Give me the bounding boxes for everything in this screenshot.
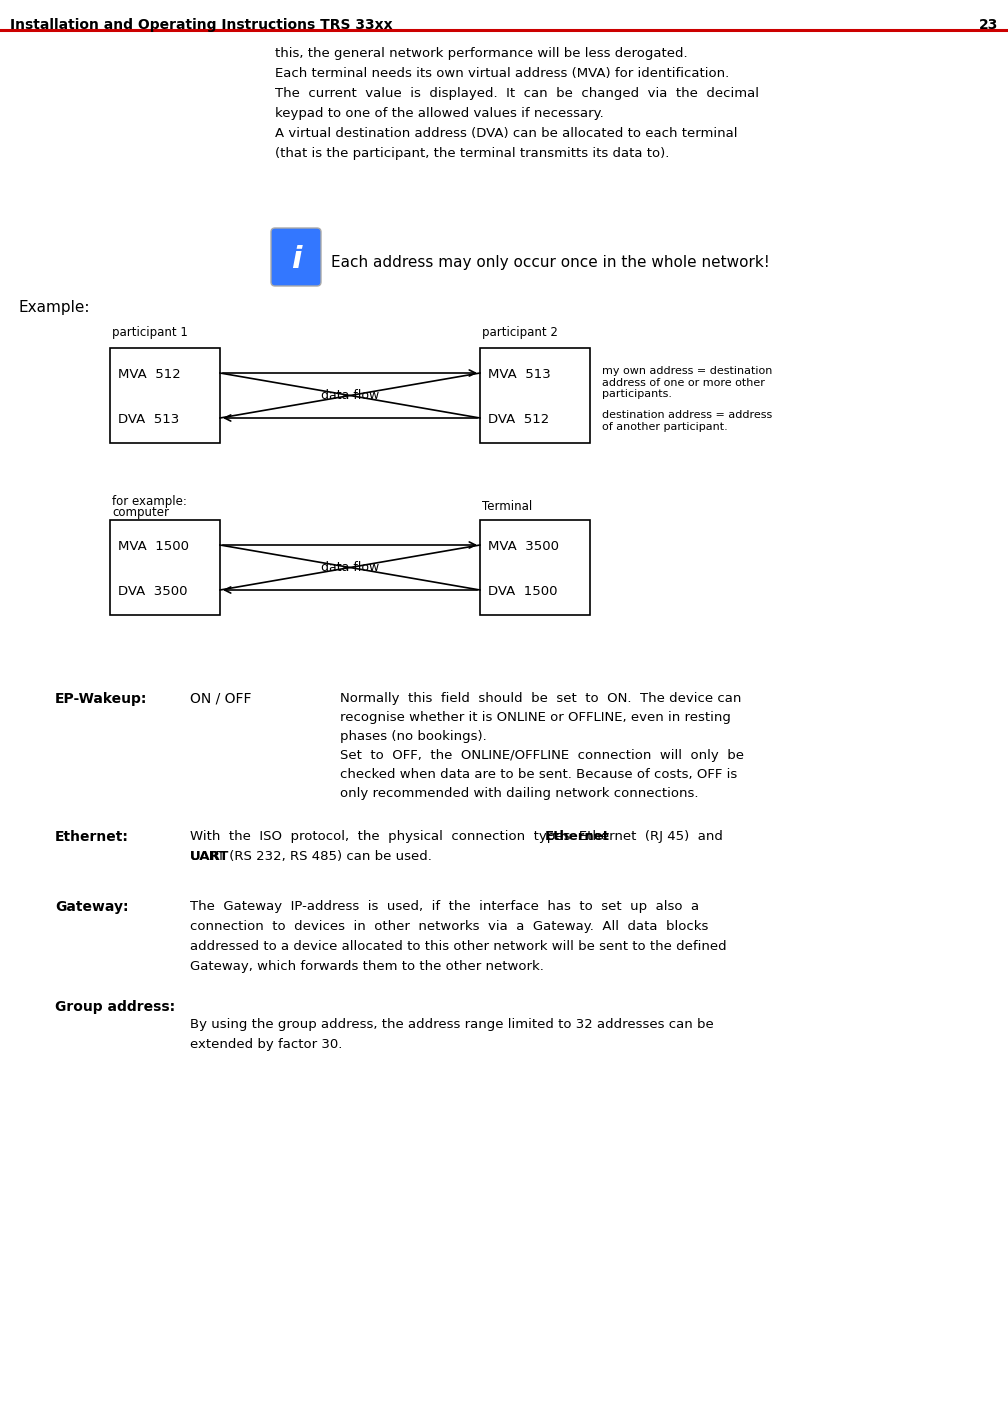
Text: DVA  513: DVA 513: [118, 412, 179, 427]
Text: Gateway, which forwards them to the other network.: Gateway, which forwards them to the othe…: [190, 960, 544, 974]
Text: connection  to  devices  in  other  networks  via  a  Gateway.  All  data  block: connection to devices in other networks …: [190, 920, 709, 933]
Text: participant 1: participant 1: [112, 325, 187, 340]
Text: data flow: data flow: [321, 389, 379, 403]
Text: keypad to one of the allowed values if necessary.: keypad to one of the allowed values if n…: [275, 107, 604, 121]
Text: Ethernet: Ethernet: [545, 831, 610, 843]
Text: my own address = destination
address of one or more other
participants.: my own address = destination address of …: [602, 366, 772, 400]
Text: A virtual destination address (DVA) can be allocated to each terminal: A virtual destination address (DVA) can …: [275, 128, 738, 140]
Text: DVA  512: DVA 512: [488, 412, 549, 427]
Text: Set  to  OFF,  the  ONLINE/OFFLINE  connection  will  only  be: Set to OFF, the ONLINE/OFFLINE connectio…: [340, 749, 744, 762]
Text: i: i: [290, 244, 301, 274]
Text: DVA  3500: DVA 3500: [118, 585, 187, 598]
Text: DVA  1500: DVA 1500: [488, 585, 557, 598]
Text: recognise whether it is ONLINE or OFFLINE, even in resting: recognise whether it is ONLINE or OFFLIN…: [340, 711, 731, 724]
Text: Normally  this  field  should  be  set  to  ON.  The device can: Normally this field should be set to ON.…: [340, 692, 741, 704]
FancyBboxPatch shape: [480, 348, 590, 443]
Text: By using the group address, the address range limited to 32 addresses can be: By using the group address, the address …: [190, 1019, 714, 1031]
Text: Installation and Operating Instructions TRS 33xx: Installation and Operating Instructions …: [10, 18, 393, 32]
Text: for example:: for example:: [112, 495, 186, 508]
Text: (that is the participant, the terminal transmitts its data to).: (that is the participant, the terminal t…: [275, 147, 669, 160]
Text: UART (RS 232, RS 485) can be used.: UART (RS 232, RS 485) can be used.: [190, 850, 431, 863]
FancyBboxPatch shape: [480, 521, 590, 615]
Text: With  the  ISO  protocol,  the  physical  connection  types  Ethernet  (RJ 45)  : With the ISO protocol, the physical conn…: [190, 831, 723, 843]
Text: Ethernet:: Ethernet:: [55, 831, 129, 845]
Text: checked when data are to be sent. Because of costs, OFF is: checked when data are to be sent. Becaus…: [340, 767, 737, 781]
Text: MVA  3500: MVA 3500: [488, 540, 559, 553]
Text: Example:: Example:: [18, 300, 90, 316]
Text: Group address:: Group address:: [55, 1000, 175, 1014]
Text: EP-Wakeup:: EP-Wakeup:: [55, 692, 147, 706]
Text: phases (no bookings).: phases (no bookings).: [340, 730, 487, 744]
Text: 23: 23: [979, 18, 998, 32]
Text: Each terminal needs its own virtual address (MVA) for identification.: Each terminal needs its own virtual addr…: [275, 67, 729, 80]
Text: Gateway:: Gateway:: [55, 899, 128, 913]
Text: this, the general network performance will be less derogated.: this, the general network performance wi…: [275, 46, 687, 60]
Text: computer: computer: [112, 506, 169, 519]
FancyBboxPatch shape: [110, 521, 220, 615]
Text: MVA  513: MVA 513: [488, 368, 550, 382]
Text: UART: UART: [190, 850, 230, 863]
Text: The  current  value  is  displayed.  It  can  be  changed  via  the  decimal: The current value is displayed. It can b…: [275, 87, 759, 100]
Text: Terminal: Terminal: [482, 499, 532, 513]
Text: Each address may only occur once in the whole network!: Each address may only occur once in the …: [331, 254, 770, 269]
Text: extended by factor 30.: extended by factor 30.: [190, 1038, 343, 1051]
Text: MVA  512: MVA 512: [118, 368, 180, 382]
Text: destination address = address
of another participant.: destination address = address of another…: [602, 410, 772, 432]
Text: The  Gateway  IP-address  is  used,  if  the  interface  has  to  set  up  also : The Gateway IP-address is used, if the i…: [190, 899, 700, 913]
Text: participant 2: participant 2: [482, 325, 557, 340]
FancyBboxPatch shape: [271, 229, 321, 286]
Text: addressed to a device allocated to this other network will be sent to the define: addressed to a device allocated to this …: [190, 940, 727, 953]
Text: MVA  1500: MVA 1500: [118, 540, 190, 553]
Text: only recommended with dailing network connections.: only recommended with dailing network co…: [340, 787, 699, 800]
Text: data flow: data flow: [321, 561, 379, 574]
Text: ON / OFF: ON / OFF: [190, 692, 252, 706]
FancyBboxPatch shape: [110, 348, 220, 443]
